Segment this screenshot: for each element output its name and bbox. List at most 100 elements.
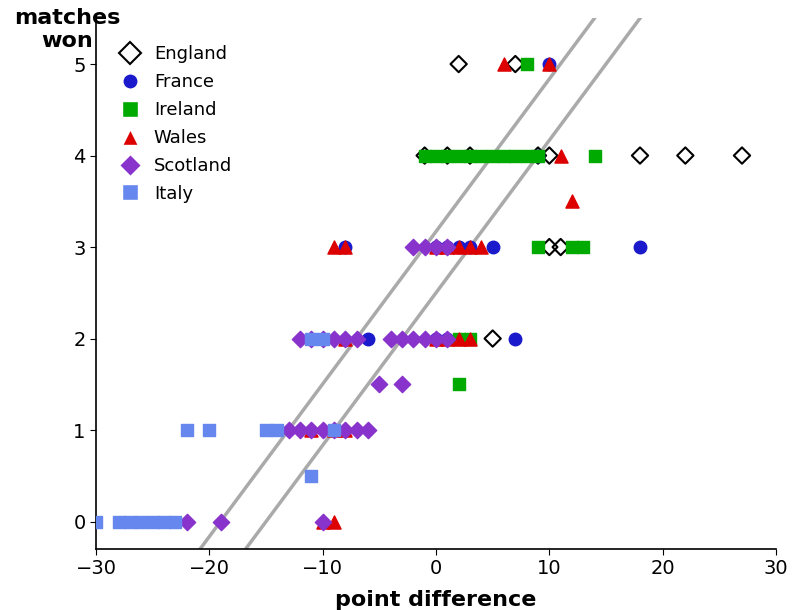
Point xyxy=(203,425,216,435)
Point xyxy=(464,151,477,160)
Point xyxy=(305,471,318,481)
Point xyxy=(441,242,454,252)
Point xyxy=(486,334,499,343)
Point xyxy=(486,151,499,160)
Point xyxy=(736,151,749,160)
Point xyxy=(441,242,454,252)
Point xyxy=(679,151,692,160)
Point xyxy=(509,151,522,160)
Point xyxy=(486,242,499,252)
Point xyxy=(452,334,465,343)
Point xyxy=(531,151,544,160)
Point xyxy=(418,334,431,343)
Point xyxy=(305,425,318,435)
Point xyxy=(588,151,601,160)
Point xyxy=(328,242,341,252)
Point xyxy=(169,517,182,526)
Point xyxy=(271,425,284,435)
Point xyxy=(350,334,363,343)
Point xyxy=(418,151,431,160)
Point xyxy=(475,151,488,160)
Point xyxy=(123,517,136,526)
Point xyxy=(430,334,442,343)
Point xyxy=(498,151,510,160)
Point xyxy=(441,334,454,343)
Point xyxy=(452,242,465,252)
Point xyxy=(554,242,567,252)
Point xyxy=(146,517,159,526)
Point xyxy=(316,517,329,526)
Point xyxy=(180,425,193,435)
Point xyxy=(339,425,352,435)
Point xyxy=(452,151,465,160)
Point xyxy=(430,242,442,252)
Point xyxy=(339,242,352,252)
Point xyxy=(452,379,465,389)
Point xyxy=(464,151,477,160)
Point xyxy=(430,334,442,343)
Point xyxy=(305,334,318,343)
Point xyxy=(373,379,386,389)
Point xyxy=(407,334,420,343)
Point xyxy=(464,242,477,252)
Point xyxy=(498,59,510,69)
Point xyxy=(430,242,442,252)
Point xyxy=(634,242,646,252)
Point xyxy=(634,151,646,160)
Point xyxy=(316,517,329,526)
Point xyxy=(520,59,533,69)
Point xyxy=(543,151,556,160)
Point xyxy=(316,425,329,435)
Legend: England, France, Ireland, Wales, Scotland, Italy: England, France, Ireland, Wales, Scotlan… xyxy=(105,38,239,210)
Point xyxy=(452,334,465,343)
Point xyxy=(441,151,454,160)
Text: matches
won: matches won xyxy=(14,8,121,51)
Point xyxy=(328,517,341,526)
Point xyxy=(531,151,544,160)
Point xyxy=(509,334,522,343)
Point xyxy=(566,242,578,252)
Point xyxy=(350,425,363,435)
Point xyxy=(531,151,544,160)
Point xyxy=(259,425,272,435)
Point xyxy=(328,425,341,435)
Point xyxy=(135,517,148,526)
Point xyxy=(328,334,341,343)
Point xyxy=(509,59,522,69)
Point xyxy=(180,517,193,526)
Point xyxy=(441,334,454,343)
Point xyxy=(464,334,477,343)
Point xyxy=(328,425,341,435)
Point xyxy=(339,334,352,343)
Point xyxy=(328,425,341,435)
Point xyxy=(339,334,352,343)
Point xyxy=(112,517,125,526)
Point xyxy=(566,196,578,206)
Point xyxy=(441,242,454,252)
Point xyxy=(543,59,556,69)
Point xyxy=(430,242,442,252)
Point xyxy=(305,425,318,435)
Point xyxy=(316,334,329,343)
Point xyxy=(316,334,329,343)
Point xyxy=(430,334,442,343)
Point xyxy=(384,334,397,343)
Point xyxy=(418,242,431,252)
Point xyxy=(362,425,374,435)
X-axis label: point difference: point difference xyxy=(335,589,537,609)
Point xyxy=(441,151,454,160)
Point xyxy=(282,425,295,435)
Point xyxy=(396,334,409,343)
Point xyxy=(475,242,488,252)
Point xyxy=(418,151,431,160)
Point xyxy=(90,517,102,526)
Point xyxy=(543,59,556,69)
Point xyxy=(531,242,544,252)
Point xyxy=(396,379,409,389)
Point xyxy=(543,242,556,252)
Point xyxy=(441,334,454,343)
Point xyxy=(407,242,420,252)
Point xyxy=(294,334,306,343)
Point xyxy=(339,242,352,252)
Point xyxy=(464,334,477,343)
